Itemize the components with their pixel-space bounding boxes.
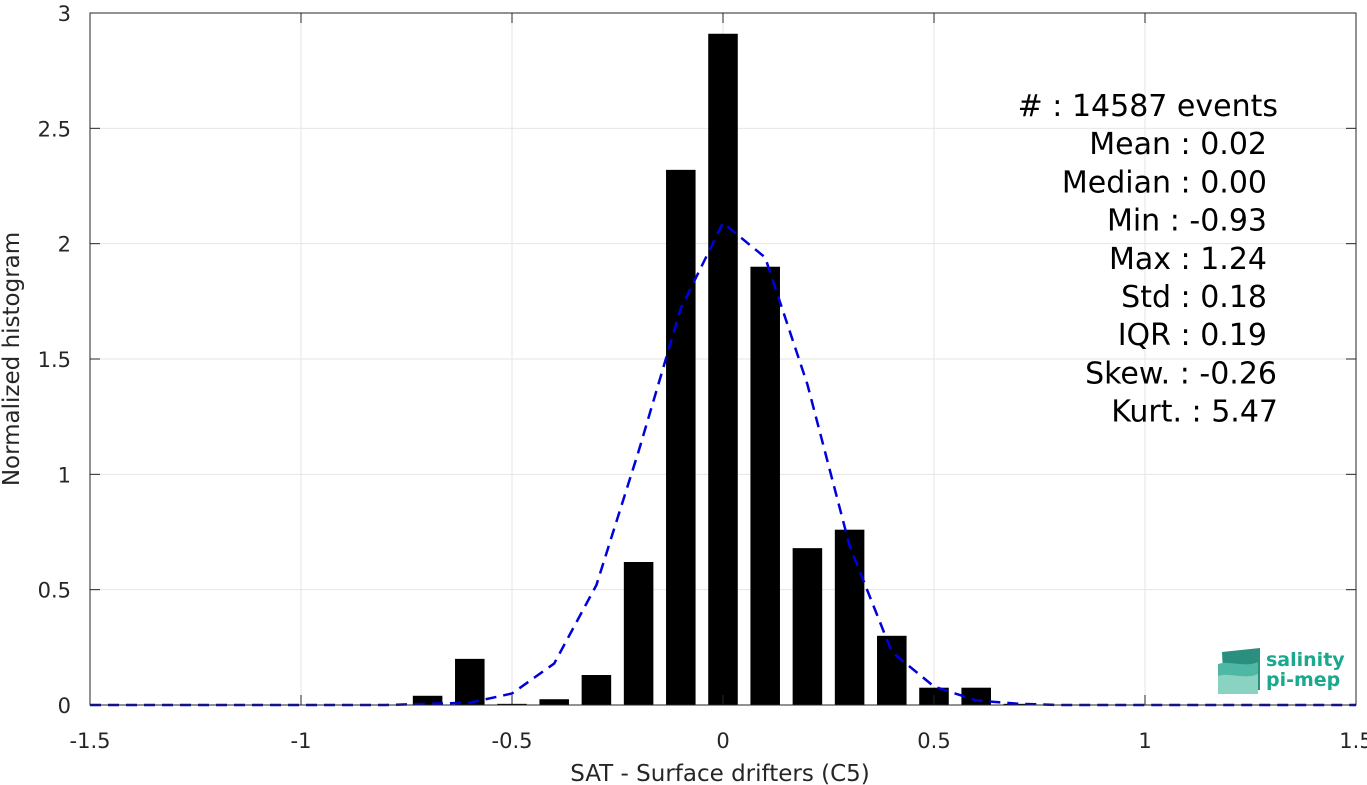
histogram-bar: [1003, 703, 1034, 705]
stat-line: # : 14587 events: [1018, 89, 1278, 124]
y-tick-label: 0.5: [38, 579, 71, 603]
histogram-bar: [792, 548, 823, 705]
histogram-bar: [623, 561, 654, 705]
histogram-bar: [581, 675, 612, 705]
x-tick-label: -1: [291, 729, 312, 753]
y-axis-label: Normalized histogram: [0, 232, 25, 486]
stat-line: Kurt. : 5.47: [1111, 395, 1278, 430]
y-tick-label: 1: [58, 463, 71, 487]
axis-ticks: [89, 12, 1357, 706]
y-tick-labels: 0 0.5 1 1.5 2 2.5 3: [38, 2, 71, 718]
wave-logo-icon: [1218, 648, 1260, 694]
histogram-bar: [539, 699, 569, 705]
y-tick-label: 1.5: [38, 348, 71, 372]
y-tick-label: 2: [58, 233, 71, 257]
logo-text-line2: pi-mep: [1266, 669, 1340, 691]
histogram-bars: [412, 33, 1034, 705]
salinity-pi-mep-logo: salinity pi-mep: [1218, 648, 1345, 694]
histogram-bar: [666, 169, 696, 705]
histogram-bar: [708, 33, 738, 705]
stat-line: Median : 0.00: [1062, 165, 1267, 200]
stat-line: IQR : 0.19: [1118, 318, 1267, 353]
x-tick-label: 1.5: [1339, 729, 1367, 753]
y-tick-label: 2.5: [38, 117, 71, 141]
histogram-bar: [877, 635, 907, 705]
histogram-bar: [834, 529, 865, 705]
stat-line: Std : 0.18: [1121, 280, 1267, 315]
x-axis-label: SAT - Surface drifters (C5): [570, 761, 870, 785]
stat-line: Mean : 0.02: [1089, 127, 1267, 162]
histogram-bar: [455, 658, 485, 705]
x-tick-label: -0.5: [492, 729, 533, 753]
stat-line: Skew. : -0.26: [1085, 356, 1277, 391]
y-tick-label: 3: [58, 2, 71, 26]
stat-line: Max : 1.24: [1109, 242, 1267, 277]
x-tick-label: -1.5: [70, 729, 111, 753]
y-tick-label: 0: [58, 694, 71, 718]
x-tick-label: 0.5: [917, 729, 950, 753]
histogram-bar: [412, 695, 443, 705]
logo-text-line1: salinity: [1266, 649, 1345, 671]
x-tick-label: 1: [1138, 729, 1151, 753]
x-tick-labels: -1.5 -1 -0.5 0 0.5 1 1.5: [70, 729, 1367, 753]
x-tick-label: 0: [716, 729, 729, 753]
histogram-bar: [750, 266, 780, 705]
stat-line: Min : -0.93: [1107, 204, 1267, 239]
histogram-bar: [961, 687, 991, 705]
